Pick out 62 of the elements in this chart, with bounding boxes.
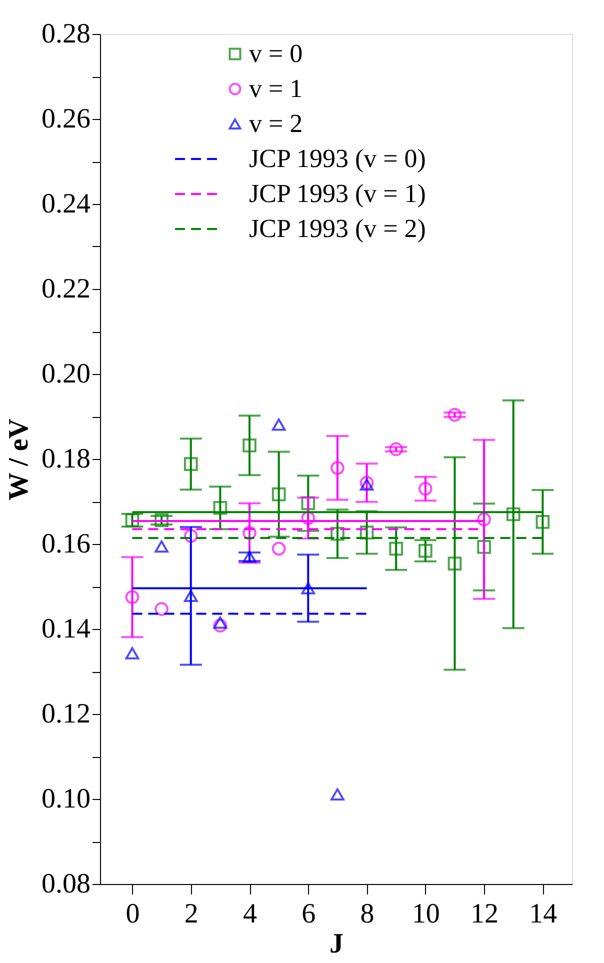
point — [360, 526, 374, 540]
point — [536, 514, 550, 529]
x-tick-label: 8 — [360, 898, 374, 930]
point — [213, 500, 228, 515]
point — [418, 544, 432, 558]
point — [272, 418, 286, 431]
point — [360, 478, 374, 491]
point — [330, 461, 344, 475]
point — [389, 442, 404, 456]
point — [506, 507, 520, 522]
x-tick-label: 4 — [243, 898, 258, 930]
point — [448, 408, 462, 422]
point — [418, 482, 432, 496]
point — [477, 512, 491, 526]
x-tick-label: 2 — [184, 898, 198, 930]
point — [213, 616, 228, 629]
y-tick-label: 0.28 — [42, 18, 90, 50]
point — [184, 457, 198, 472]
point — [301, 582, 316, 594]
x-axis-title: J — [330, 928, 344, 960]
point — [330, 788, 344, 800]
legend-label: JCP 1993 (v = 2) — [249, 214, 426, 243]
x-tick-label: 0 — [126, 898, 140, 930]
point — [330, 526, 344, 541]
point — [184, 529, 198, 543]
legend-label: v = 1 — [249, 74, 303, 103]
point — [213, 618, 228, 633]
y-tick-label: 0.16 — [42, 528, 90, 560]
y-tick-label: 0.18 — [42, 444, 90, 474]
y-axis-title: W / eV — [4, 418, 34, 500]
point — [154, 513, 168, 528]
point — [272, 542, 286, 556]
x-tick-label: 10 — [412, 898, 440, 930]
point — [242, 438, 256, 452]
legend-label: JCP 1993 (v = 0) — [249, 144, 426, 173]
point — [477, 540, 491, 554]
y-tick-label: 0.24 — [42, 188, 90, 220]
point — [154, 602, 168, 616]
point — [301, 496, 316, 510]
point — [272, 487, 286, 502]
point — [242, 550, 256, 563]
point — [389, 542, 404, 556]
legend-label: v = 2 — [249, 109, 303, 138]
point — [125, 647, 140, 660]
point — [301, 511, 316, 525]
point — [125, 590, 140, 604]
legend-label: v = 0 — [249, 39, 303, 68]
y-tick-label: 0.14 — [42, 614, 90, 644]
legend-label: JCP 1993 (v = 1) — [249, 179, 426, 208]
x-tick-label: 12 — [470, 898, 499, 930]
point — [242, 526, 256, 540]
x-tick-label: 14 — [529, 898, 558, 930]
y-tick-label: 0.08 — [42, 868, 90, 900]
x-tick-label: 6 — [302, 898, 316, 930]
point — [154, 540, 168, 553]
point — [184, 590, 198, 602]
point — [448, 556, 462, 570]
y-tick-label: 0.12 — [42, 698, 90, 730]
y-tick-label: 0.20 — [42, 358, 90, 390]
y-tick-label: 0.10 — [42, 784, 90, 814]
y-tick-label: 0.22 — [42, 274, 90, 304]
y-tick-label: 0.26 — [42, 104, 90, 134]
